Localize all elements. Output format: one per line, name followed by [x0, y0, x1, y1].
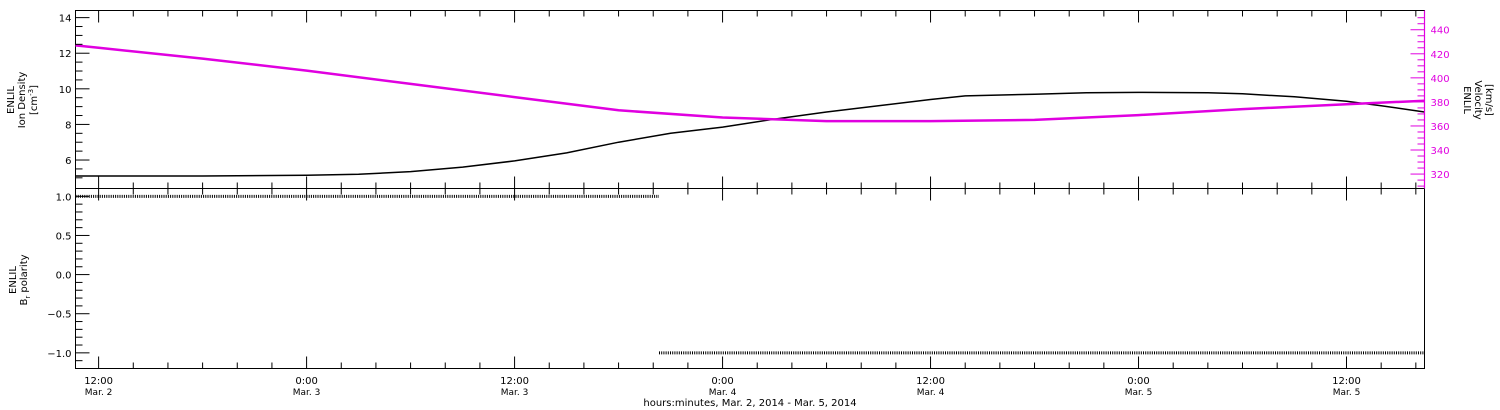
top-right-ylabel-line2: Velocity [1472, 80, 1483, 119]
bottom-tick-label: −1.0 [47, 349, 71, 360]
top-left-tick-label: 10 [59, 85, 72, 96]
velocity-line [75, 44, 1425, 123]
top-right-tick-label: 420 [1431, 50, 1450, 61]
top-right-ylabel-line3: [km/s] [1483, 84, 1494, 116]
top-left-tick-label: 6 [65, 156, 71, 167]
x-tick-time-label: 12:00 [500, 376, 529, 387]
top-series-group [75, 44, 1425, 177]
top-left-tick-label: 14 [59, 14, 72, 25]
top-panel-frame [75, 10, 1425, 189]
x-tick-time-label: 0:00 [1127, 376, 1149, 387]
x-tick-date-label: Mar. 5 [1333, 388, 1361, 398]
x-tick-time-label: 12:00 [916, 376, 945, 387]
x-tick-date-label: Mar. 2 [85, 388, 113, 398]
bottom-ylabel-sub: r [24, 296, 32, 299]
x-tick-time-label: 12:00 [84, 376, 113, 387]
top-left-ylabel: ENLIL Ion Density [cm-3] [6, 72, 40, 129]
top-left-ylabel-sup: -3 [27, 89, 35, 96]
top-left-ylabel-line2: Ion Density [17, 72, 28, 129]
top-right-ylabel: ENLIL Velocity [km/s] [1461, 80, 1494, 119]
x-tick-date-label: Mar. 3 [501, 388, 529, 398]
top-right-ylabel-line1: ENLIL [1461, 86, 1472, 114]
top-left-ylabel-unit: [cm [29, 96, 40, 115]
tick-group: 6 8 10 12 14 320 340 360 380 400 420 440 −1.0 −0.5 0.0… [47, 10, 1450, 398]
top-right-tick-label: 440 [1431, 26, 1450, 37]
x-tick-date-label: Mar. 3 [293, 388, 321, 398]
bottom-tick-label: 0.5 [56, 231, 72, 242]
top-left-tick-label: 8 [65, 120, 71, 131]
top-right-tick-label: 340 [1431, 146, 1450, 157]
top-left-ylabel-line1: ENLIL [6, 86, 17, 114]
top-right-tick-label: 320 [1431, 170, 1450, 181]
bottom-ylabel-b: B [19, 299, 30, 306]
bottom-panel-frame [75, 188, 1425, 369]
bottom-series-group [75, 194, 1425, 355]
top-left-tick-label: 12 [59, 49, 72, 60]
top-right-tick-label: 400 [1431, 74, 1450, 85]
bottom-ylabel-line1: ENLIL [8, 266, 19, 294]
top-left-ylabel-line3: [cm-3] [27, 85, 40, 115]
x-tick-date-label: Mar. 4 [917, 388, 945, 398]
x-tick-time-label: 0:00 [711, 376, 733, 387]
bottom-tick-label: 0.0 [56, 271, 72, 282]
x-tick-date-label: Mar. 4 [709, 388, 737, 398]
bottom-ylabel: ENLIL Br polarity [8, 254, 32, 305]
top-left-ylabel-tail: ] [29, 85, 40, 89]
top-right-tick-label: 380 [1431, 98, 1450, 109]
x-tick-time-label: 12:00 [1332, 376, 1361, 387]
x-tick-date-label: Mar. 5 [1125, 388, 1153, 398]
ion-density-line [75, 91, 1425, 177]
bottom-ylabel-tail: polarity [19, 254, 30, 295]
top-right-tick-label: 360 [1431, 122, 1450, 133]
bottom-tick-label: 1.0 [56, 192, 72, 203]
bottom-ylabel-line2: Br polarity [19, 254, 32, 305]
x-axis-label: hours:minutes, Mar. 2, 2014 - Mar. 5, 20… [643, 398, 856, 409]
x-tick-time-label: 0:00 [295, 376, 317, 387]
bottom-tick-label: −0.5 [47, 310, 71, 321]
